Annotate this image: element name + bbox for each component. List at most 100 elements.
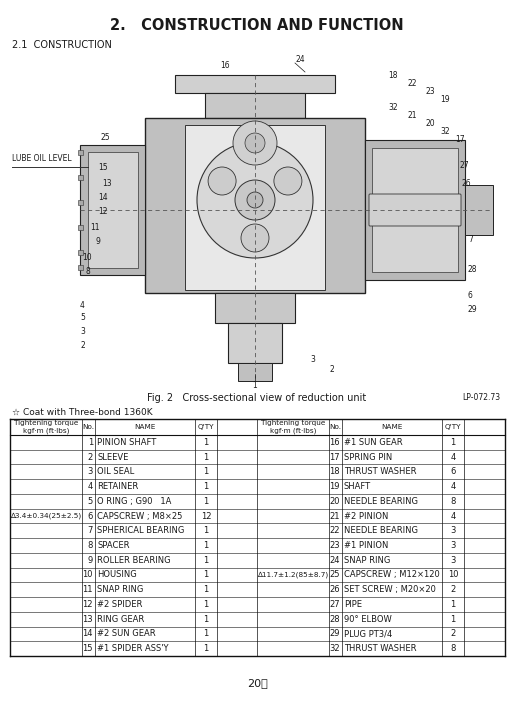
Text: NEEDLE BEARING: NEEDLE BEARING xyxy=(344,497,418,505)
Text: 20: 20 xyxy=(330,497,340,505)
Text: LP-072.73: LP-072.73 xyxy=(462,393,500,402)
Text: 28: 28 xyxy=(330,615,340,624)
Text: 6: 6 xyxy=(468,291,473,299)
Text: 1: 1 xyxy=(203,453,209,462)
Text: 8: 8 xyxy=(450,644,456,653)
Text: 24: 24 xyxy=(330,555,340,565)
Text: 8: 8 xyxy=(85,268,90,277)
FancyBboxPatch shape xyxy=(369,194,461,226)
Text: NAME: NAME xyxy=(381,424,403,430)
Text: 1: 1 xyxy=(203,541,209,550)
Text: RING GEAR: RING GEAR xyxy=(97,615,144,624)
Text: 18: 18 xyxy=(330,467,340,477)
Circle shape xyxy=(274,167,302,195)
Text: 1: 1 xyxy=(203,600,209,609)
Text: 29: 29 xyxy=(468,306,477,315)
Text: 11: 11 xyxy=(82,585,93,594)
Circle shape xyxy=(247,192,263,208)
Text: 32: 32 xyxy=(330,644,340,653)
Text: 9: 9 xyxy=(95,237,100,246)
Text: 1: 1 xyxy=(253,380,258,389)
Bar xyxy=(78,250,83,255)
Text: 3: 3 xyxy=(310,356,315,365)
Text: ROLLER BEARING: ROLLER BEARING xyxy=(97,555,170,565)
Text: Fig. 2   Cross-sectional view of reduction unit: Fig. 2 Cross-sectional view of reduction… xyxy=(147,393,367,403)
Text: 15: 15 xyxy=(82,644,93,653)
Bar xyxy=(88,152,138,268)
Bar xyxy=(78,150,83,155)
Text: 1: 1 xyxy=(203,585,209,594)
Text: 18: 18 xyxy=(388,70,398,80)
Text: SLEEVE: SLEEVE xyxy=(97,453,128,462)
Text: 4: 4 xyxy=(451,453,456,462)
Text: 8: 8 xyxy=(88,541,93,550)
Text: ☆ Coat with Three-bond 1360K: ☆ Coat with Three-bond 1360K xyxy=(12,408,152,417)
Text: 2.1  CONSTRUCTION: 2.1 CONSTRUCTION xyxy=(12,40,112,50)
Text: 6: 6 xyxy=(450,467,456,477)
Text: SNAP RING: SNAP RING xyxy=(97,585,143,594)
Text: 25: 25 xyxy=(100,134,110,142)
Text: #1 PINION: #1 PINION xyxy=(344,541,388,550)
Text: 3: 3 xyxy=(450,527,456,535)
Text: Q'TY: Q'TY xyxy=(198,424,214,430)
Text: 29: 29 xyxy=(330,629,340,639)
Bar xyxy=(185,125,325,290)
Text: 21: 21 xyxy=(330,512,340,520)
Text: 2: 2 xyxy=(88,453,93,462)
Text: 28: 28 xyxy=(468,265,477,275)
Text: Q'TY: Q'TY xyxy=(445,424,461,430)
Text: SPHERICAL BEARING: SPHERICAL BEARING xyxy=(97,527,184,535)
Bar xyxy=(215,293,295,323)
Text: 26: 26 xyxy=(462,179,472,187)
Bar xyxy=(365,140,465,280)
Bar xyxy=(238,363,272,381)
Text: 9: 9 xyxy=(88,555,93,565)
Text: 4: 4 xyxy=(451,482,456,491)
Text: 17: 17 xyxy=(330,453,340,462)
Text: 8: 8 xyxy=(450,497,456,505)
Text: 1: 1 xyxy=(203,615,209,624)
Text: 22: 22 xyxy=(408,79,418,87)
Bar xyxy=(465,185,493,235)
Text: 1: 1 xyxy=(88,438,93,447)
Text: 15: 15 xyxy=(98,163,108,172)
Text: 20ⓩ: 20ⓩ xyxy=(247,678,267,688)
Text: 6: 6 xyxy=(88,512,93,520)
Text: 14: 14 xyxy=(98,192,108,201)
Text: #2 SPIDER: #2 SPIDER xyxy=(97,600,142,609)
Text: 22: 22 xyxy=(330,527,340,535)
Text: 10: 10 xyxy=(82,570,93,579)
Text: 5: 5 xyxy=(80,313,85,322)
Text: PINION SHAFT: PINION SHAFT xyxy=(97,438,156,447)
Text: 1: 1 xyxy=(203,438,209,447)
Text: 19: 19 xyxy=(440,94,450,103)
Text: 1: 1 xyxy=(203,497,209,505)
Text: CAPSCREW ; M12×120: CAPSCREW ; M12×120 xyxy=(344,570,440,579)
Text: 4: 4 xyxy=(451,512,456,520)
Text: 13: 13 xyxy=(82,615,93,624)
Text: SPRING PIN: SPRING PIN xyxy=(344,453,392,462)
Bar xyxy=(145,118,365,293)
Text: SHAFT: SHAFT xyxy=(344,482,371,491)
Text: 1: 1 xyxy=(451,615,456,624)
Bar xyxy=(372,148,458,272)
Text: 10: 10 xyxy=(448,570,458,579)
Text: NAME: NAME xyxy=(134,424,156,430)
Text: ∆3.4±0.34(25±2.5): ∆3.4±0.34(25±2.5) xyxy=(10,513,81,520)
Text: OIL SEAL: OIL SEAL xyxy=(97,467,134,477)
Text: 1: 1 xyxy=(203,467,209,477)
Text: CAPSCREW ; M8×25: CAPSCREW ; M8×25 xyxy=(97,512,182,520)
Text: 17: 17 xyxy=(455,135,465,144)
Text: 32: 32 xyxy=(388,103,398,111)
Text: 1: 1 xyxy=(203,644,209,653)
Text: 23: 23 xyxy=(425,87,435,96)
Text: 2: 2 xyxy=(451,629,456,639)
Bar xyxy=(80,145,145,275)
Text: 1: 1 xyxy=(203,527,209,535)
Bar xyxy=(78,200,83,205)
Bar xyxy=(78,225,83,230)
Text: 1: 1 xyxy=(203,629,209,639)
Text: 3: 3 xyxy=(450,555,456,565)
Circle shape xyxy=(208,167,236,195)
Text: PIPE: PIPE xyxy=(344,600,362,609)
